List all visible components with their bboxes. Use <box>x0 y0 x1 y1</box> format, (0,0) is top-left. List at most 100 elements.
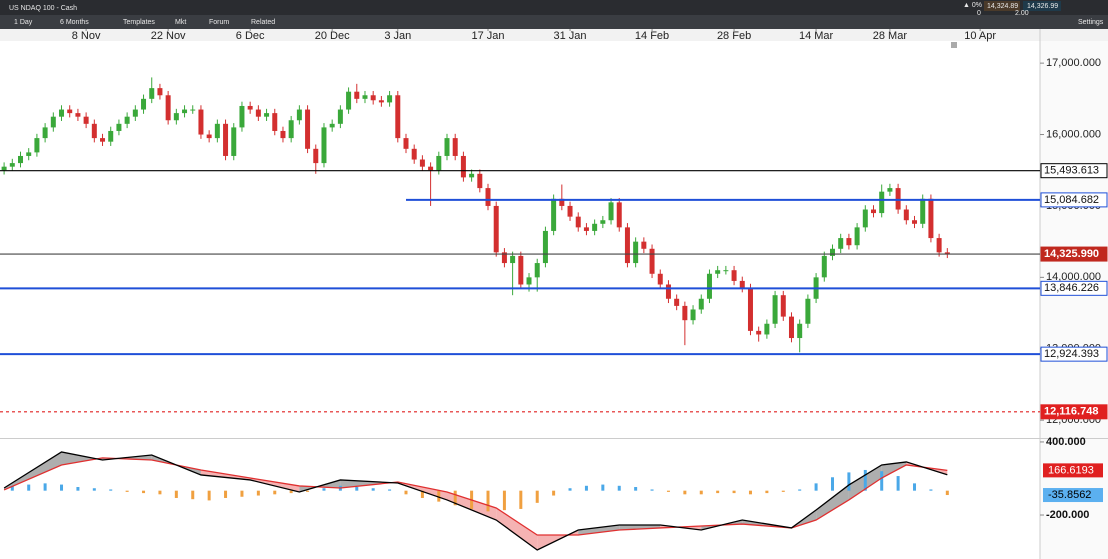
level-label-box <box>1040 346 1108 362</box>
bid[interactable]: 14,324.89 <box>987 3 1018 10</box>
level-label-box <box>1040 192 1108 208</box>
candle-body <box>387 95 393 103</box>
histogram-bar <box>10 485 14 491</box>
candle-body <box>239 105 245 128</box>
candle-body <box>821 255 827 278</box>
candle-body <box>928 198 934 239</box>
menu-item[interactable]: Templates <box>123 19 155 26</box>
candle-body <box>780 295 786 317</box>
candle-body <box>649 248 655 274</box>
candle-body <box>657 273 663 285</box>
macd-fill <box>816 484 849 521</box>
menu-item[interactable]: Forum <box>209 19 229 26</box>
candle-body <box>944 252 950 255</box>
histogram-bar <box>601 484 605 491</box>
histogram-bar <box>683 490 687 495</box>
candle-body <box>788 316 794 339</box>
x-tick-label: 28 Mar <box>873 30 908 42</box>
signal-label-box <box>1043 463 1103 478</box>
x-tick-label: 28 Feb <box>717 30 751 42</box>
menu-item[interactable]: Mkt <box>175 19 186 26</box>
x-tick-label: 6 Dec <box>236 30 265 42</box>
candle-body <box>510 255 516 264</box>
candle-body <box>501 252 507 264</box>
histogram-bar <box>27 484 31 491</box>
level-label: 15,084.682 <box>1044 194 1099 206</box>
candle-body <box>936 238 942 253</box>
macd-fill <box>619 525 661 531</box>
settings[interactable]: Settings <box>1078 19 1104 26</box>
candle-body <box>67 109 73 114</box>
candle-body <box>173 113 179 121</box>
level-label-box <box>1040 246 1108 262</box>
x-tick-label: 3 Jan <box>384 30 411 42</box>
histogram-bar <box>830 477 834 491</box>
candle-body <box>395 95 401 139</box>
candle-body <box>698 298 704 310</box>
candle-body <box>362 95 368 99</box>
candle-body <box>370 95 376 101</box>
histogram-label-box <box>1043 488 1103 503</box>
macd-fill <box>578 525 620 536</box>
candle-body <box>75 113 81 117</box>
candle-body <box>526 277 532 285</box>
candle-body <box>50 116 56 128</box>
histogram-label: -35.8562 <box>1048 489 1091 501</box>
candle-body <box>854 227 860 246</box>
candle-body <box>674 298 680 306</box>
candle-body <box>879 191 885 214</box>
histogram-bar <box>880 471 884 491</box>
candle-body <box>912 220 918 224</box>
candle-body <box>378 100 384 103</box>
candle-body <box>444 138 450 156</box>
candle-body <box>575 216 581 228</box>
histogram-bar <box>142 490 146 494</box>
histogram-bar <box>158 490 162 495</box>
spread: 2.00 <box>1015 10 1029 17</box>
candle-body <box>231 127 237 156</box>
candle-body <box>403 138 409 149</box>
candle-body <box>34 138 40 153</box>
histogram-bar <box>814 483 818 491</box>
candle-body <box>83 116 89 124</box>
level-label: 15,493.613 <box>1044 165 1099 177</box>
candle-body <box>887 188 893 192</box>
histogram-bar <box>568 488 572 491</box>
x-tick-label: 31 Jan <box>554 30 587 42</box>
histogram-bar <box>92 488 96 491</box>
candle-body <box>91 123 97 139</box>
histogram-bar <box>584 485 588 491</box>
candle-body <box>797 323 803 339</box>
title-bar <box>0 0 1108 15</box>
histogram-bar <box>388 489 392 491</box>
candle-body <box>1 166 7 171</box>
date-axis <box>0 29 1108 41</box>
candle-body <box>42 127 48 139</box>
instrument[interactable]: US NDAQ 100 - Cash <box>9 5 77 12</box>
candle-body <box>690 309 696 321</box>
histogram-bar <box>634 487 638 491</box>
ask-box[interactable] <box>1023 1 1061 11</box>
candle-body <box>682 305 688 321</box>
level-label: 12,116.748 <box>1044 406 1098 418</box>
price-axis <box>1040 41 1108 559</box>
range[interactable]: 6 Months <box>60 19 89 26</box>
ask[interactable]: 14,326.99 <box>1027 3 1058 10</box>
candle-body <box>493 205 499 253</box>
candle-body <box>559 198 565 206</box>
candle-body <box>18 155 24 164</box>
histogram-bar <box>716 490 720 494</box>
interval[interactable]: 1 Day <box>14 19 33 26</box>
histogram-bar <box>617 485 621 491</box>
change: ▲ 0% <box>963 2 982 9</box>
candle-body <box>247 105 253 110</box>
candle-body <box>633 241 639 264</box>
bid-box[interactable] <box>984 1 1020 11</box>
candle-body <box>600 220 606 224</box>
candle-body <box>141 98 147 110</box>
histogram-bar <box>420 490 424 498</box>
candle-body <box>26 152 32 156</box>
menu-item[interactable]: Related <box>251 19 275 26</box>
x-tick-label: 22 Nov <box>151 30 186 42</box>
